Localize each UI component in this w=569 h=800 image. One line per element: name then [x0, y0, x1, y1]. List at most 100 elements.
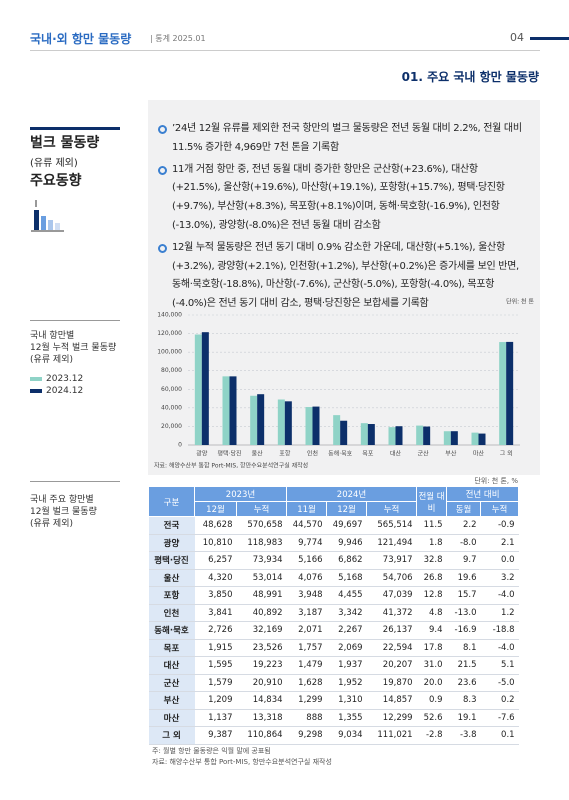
header-row: 12월 누적 11월 12월 누적 동월 누적	[149, 501, 520, 517]
header-cell: 누적	[480, 501, 520, 517]
cell: 9,298	[286, 726, 327, 745]
header-rule	[30, 50, 540, 51]
x-tick-label: 부산	[445, 450, 457, 458]
y-tick-label: 40,000	[161, 404, 182, 411]
table-row: 전국 48,628 570,658 44,570 49,697 565,514 11.5 2.…	[148, 516, 519, 535]
header-row: 구분 2023년 2024년 전월 대비 전년 대비	[148, 486, 520, 517]
bar	[194, 334, 202, 445]
cell: -8.0	[446, 534, 481, 552]
data-table: 구분 2023년 2024년 전월 대비 전년 대비 12월 누적 11월 12월 누적…	[148, 486, 520, 745]
y-tick-label: 80,000	[161, 367, 182, 374]
bar	[340, 420, 348, 445]
row-header: 마산	[148, 709, 195, 727]
cell: 1,299	[286, 691, 327, 710]
cell: 111,021	[366, 726, 417, 745]
cell: 2.1	[480, 534, 519, 552]
caption-line: (유류 제외)	[30, 355, 74, 365]
cell: 40,892	[236, 604, 287, 622]
cell: 5,166	[286, 551, 327, 570]
x-tick-label: 동해·묵호	[328, 450, 352, 458]
x-tick-label: 포항	[279, 450, 291, 458]
cell: 47,039	[366, 586, 417, 605]
table-row: 광양 10,810 118,983 9,774 9,946 121,494 1.8 -8.0 2…	[148, 534, 519, 552]
row-header: 군산	[148, 674, 195, 692]
cell: 1,937	[326, 656, 367, 675]
cell: 26,137	[366, 621, 417, 640]
bar	[388, 427, 396, 445]
cell: 13,318	[236, 709, 287, 727]
legend-label: 2023.12	[46, 374, 84, 384]
cell: 3,948	[286, 586, 327, 605]
cell: 5.1	[480, 656, 519, 675]
bullet: 11개 거점 항만 중, 전년 동월 대비 증가한 항만은 군산항(+23.6%…	[156, 161, 526, 236]
cell: 9.7	[446, 551, 481, 570]
bar	[222, 376, 230, 445]
bar	[367, 424, 375, 445]
table-row: 동해·묵호 2,726 32,169 2,071 2,267 26,137 9.4 -16.9…	[148, 621, 519, 640]
bar	[333, 415, 341, 445]
cell: 2,267	[326, 621, 367, 640]
bar	[229, 376, 237, 445]
header-cell: 2023년	[193, 486, 288, 502]
cell: 48,628	[194, 516, 237, 535]
table-row: 대산 1,595 19,223 1,479 1,937 20,207 31.0 21.5 5.1	[148, 656, 519, 675]
cell: 1,310	[326, 691, 367, 710]
chart-source: 자료: 해양수산부 통합 Port-MIS, 항만수요분석연구실 재작성	[154, 462, 308, 470]
row-header: 목포	[148, 639, 195, 657]
cell: 12.8	[416, 586, 447, 605]
cell: 23,526	[236, 639, 287, 657]
cell: 0.0	[480, 551, 519, 570]
header-cell: 전년 대비	[446, 486, 520, 502]
cell: 17.8	[416, 639, 447, 657]
summary-box	[148, 100, 540, 475]
cell: 1,209	[194, 691, 237, 710]
cell: 118,983	[236, 534, 287, 552]
cell: 73,917	[366, 551, 417, 570]
x-tick-label: 평택·당진	[218, 450, 242, 458]
cell: -0.9	[480, 516, 519, 535]
table-row: 목포 1,915 23,526 1,757 2,069 22,594 17.8 8.1 -4.0	[148, 639, 519, 657]
cell: -13.0	[446, 604, 481, 622]
bullet-list: ’24년 12월 유류를 제외한 전국 항만의 벌크 물동량은 전년 동월 대비…	[156, 120, 526, 317]
cell: 31.0	[416, 656, 447, 675]
bar	[478, 433, 486, 445]
table-row: 포항 3,850 48,991 3,948 4,455 47,039 12.8 15.7 -4.…	[148, 586, 519, 605]
bar	[312, 406, 320, 445]
cell: 48,991	[236, 586, 287, 605]
cell: 9.4	[416, 621, 447, 640]
row-header: 울산	[148, 569, 195, 587]
cell: 9,034	[326, 726, 367, 745]
caption-line: 국내 주요 항만별	[30, 495, 94, 505]
cell: 19.6	[446, 569, 481, 587]
header-cell: 전월 대비	[416, 486, 448, 517]
x-tick-label: 마산	[473, 450, 485, 458]
cell: 0.2	[480, 691, 519, 710]
caption-line: 12월 벌크 물동량	[30, 507, 97, 517]
table-unit: 단위: 천 톤, %	[474, 477, 518, 485]
table-row: 부산 1,209 14,834 1,299 1,310 14,857 0.9 8.3 0.2	[148, 691, 519, 710]
cell: 4,320	[194, 569, 237, 587]
caption-line: 12월 누적 벌크 물동량	[30, 343, 117, 353]
cell: 19,223	[236, 656, 287, 675]
header-cell: 12월	[194, 501, 237, 517]
cell: -18.8	[480, 621, 519, 640]
legend-swatch	[30, 388, 42, 393]
side-rule	[30, 127, 120, 130]
cell: 4,455	[326, 586, 367, 605]
cell: 22,594	[366, 639, 417, 657]
x-tick-label: 대산	[390, 450, 402, 458]
header-cell: 누적	[235, 501, 288, 517]
cell: 11.5	[416, 516, 447, 535]
cell: 20,910	[236, 674, 287, 692]
cell: 41,372	[366, 604, 417, 622]
header-cell: 누적	[366, 501, 418, 517]
header-cell: 11월	[286, 501, 328, 517]
bar	[277, 399, 285, 445]
header-cell: 2024년	[286, 486, 418, 502]
page-number: 04	[510, 31, 524, 44]
cell: 8.3	[446, 691, 481, 710]
cell: 14,834	[236, 691, 287, 710]
bar	[506, 341, 514, 445]
cell: 2,069	[326, 639, 367, 657]
